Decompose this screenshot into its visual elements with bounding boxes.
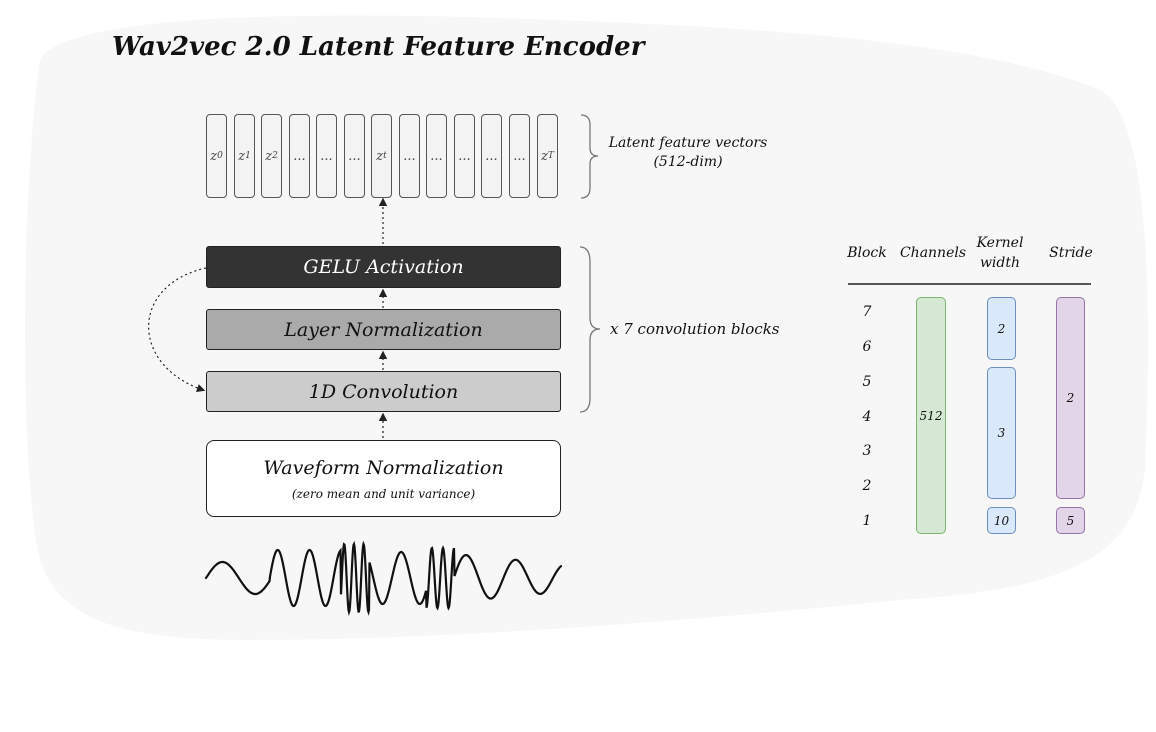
latent-vector-subscript: 0 (217, 151, 223, 161)
waveform-normalization-sublabel: (zero mean and unit variance) (291, 486, 476, 501)
latent-vector-symbol: ... (485, 148, 498, 164)
kernel-bar-blocks-5-2: 3 (987, 367, 1016, 499)
repeat-label: x 7 convolution blocks (610, 320, 780, 338)
latent-vectors-label-line2: (512-dim) (653, 154, 723, 170)
block-number-6: 6 (862, 339, 872, 355)
stride-bar-blocks-7-2: 2 (1056, 297, 1085, 499)
latent-vector-subscript: 2 (272, 151, 278, 161)
latent-vector-symbol: z (265, 148, 273, 164)
latent-vector-symbol: ... (348, 148, 361, 164)
latent-vector-subscript: 1 (245, 151, 251, 161)
latent-vector-symbol: z (238, 148, 246, 164)
latent-vector-3: ... (289, 114, 310, 198)
channels-value: 512 (919, 408, 943, 423)
latent-vector-symbol: ... (430, 148, 443, 164)
block-number-5: 5 (862, 374, 872, 390)
channels-bar: 512 (916, 297, 946, 534)
block-number-4: 4 (862, 409, 872, 425)
conv-blocks-brace (579, 246, 601, 413)
latent-brace (580, 114, 599, 199)
kernel-bar-blocks-7-6: 2 (987, 297, 1016, 360)
latent-vector-9: ... (454, 114, 475, 198)
header-block: Block (847, 245, 887, 261)
kernel-value-block-1: 10 (993, 513, 1010, 528)
block-number-2: 2 (862, 478, 872, 494)
waveform-normalization-label: Waveform Normalization (263, 456, 504, 479)
conv1d-block: 1D Convolution (206, 371, 561, 412)
header-channels: Channels (899, 245, 967, 261)
gelu-activation-label: GELU Activation (303, 256, 464, 278)
block-number-3: 3 (862, 443, 872, 459)
block-number-7: 7 (862, 304, 872, 320)
latent-vector-symbol: z (376, 148, 384, 164)
diagram-title: Wav2vec 2.0 Latent Feature Encoder (112, 32, 645, 62)
latent-vector-symbol: z (541, 148, 548, 164)
latent-vector-subscript: t (383, 151, 387, 161)
latent-vector-11: ... (509, 114, 530, 198)
latent-vector-8: ... (426, 114, 447, 198)
latent-vector-symbol: ... (320, 148, 333, 164)
latent-vector-10: ... (481, 114, 502, 198)
stride-bar-block-1: 5 (1056, 507, 1085, 534)
conv1d-label: 1D Convolution (308, 380, 459, 403)
latent-vector-symbol: z (210, 148, 218, 164)
layer-normalization-block: Layer Normalization (206, 309, 561, 350)
block-number-1: 1 (862, 513, 872, 529)
latent-vectors-label: Latent feature vectors (512-dim) (598, 135, 778, 170)
latent-vector-symbol: ... (513, 148, 526, 164)
latent-vectors-label-line1: Latent feature vectors (608, 135, 768, 151)
kernel-value-blocks-7-6: 2 (997, 321, 1006, 336)
latent-vector-symbol: ... (458, 148, 471, 164)
waveform-icon (204, 540, 563, 617)
stride-value-block-1: 5 (1066, 513, 1075, 528)
latent-vector-symbol: ... (293, 148, 306, 164)
latent-vector-symbol: ... (403, 148, 416, 164)
stride-value-blocks-7-2: 2 (1066, 391, 1075, 405)
header-stride: Stride (1049, 245, 1093, 261)
layer-normalization-label: Layer Normalization (284, 318, 483, 341)
header-kernel-line2: width (979, 255, 1021, 271)
kernel-bar-block-1: 10 (987, 507, 1016, 534)
loop-back-arrow (148, 267, 207, 393)
latent-vector-subscript: T (547, 151, 554, 161)
latent-vector-4: ... (316, 114, 337, 198)
gelu-activation-block: GELU Activation (206, 246, 561, 288)
header-kernel-line1: Kernel (976, 235, 1024, 251)
header-kernel-width: Kernel width (972, 233, 1028, 273)
latent-vector-5: ... (344, 114, 365, 198)
latent-vector-7: ... (399, 114, 420, 198)
kernel-value-blocks-5-2: 3 (997, 426, 1006, 440)
waveform-normalization-block: Waveform Normalization (zero mean and un… (206, 440, 561, 517)
